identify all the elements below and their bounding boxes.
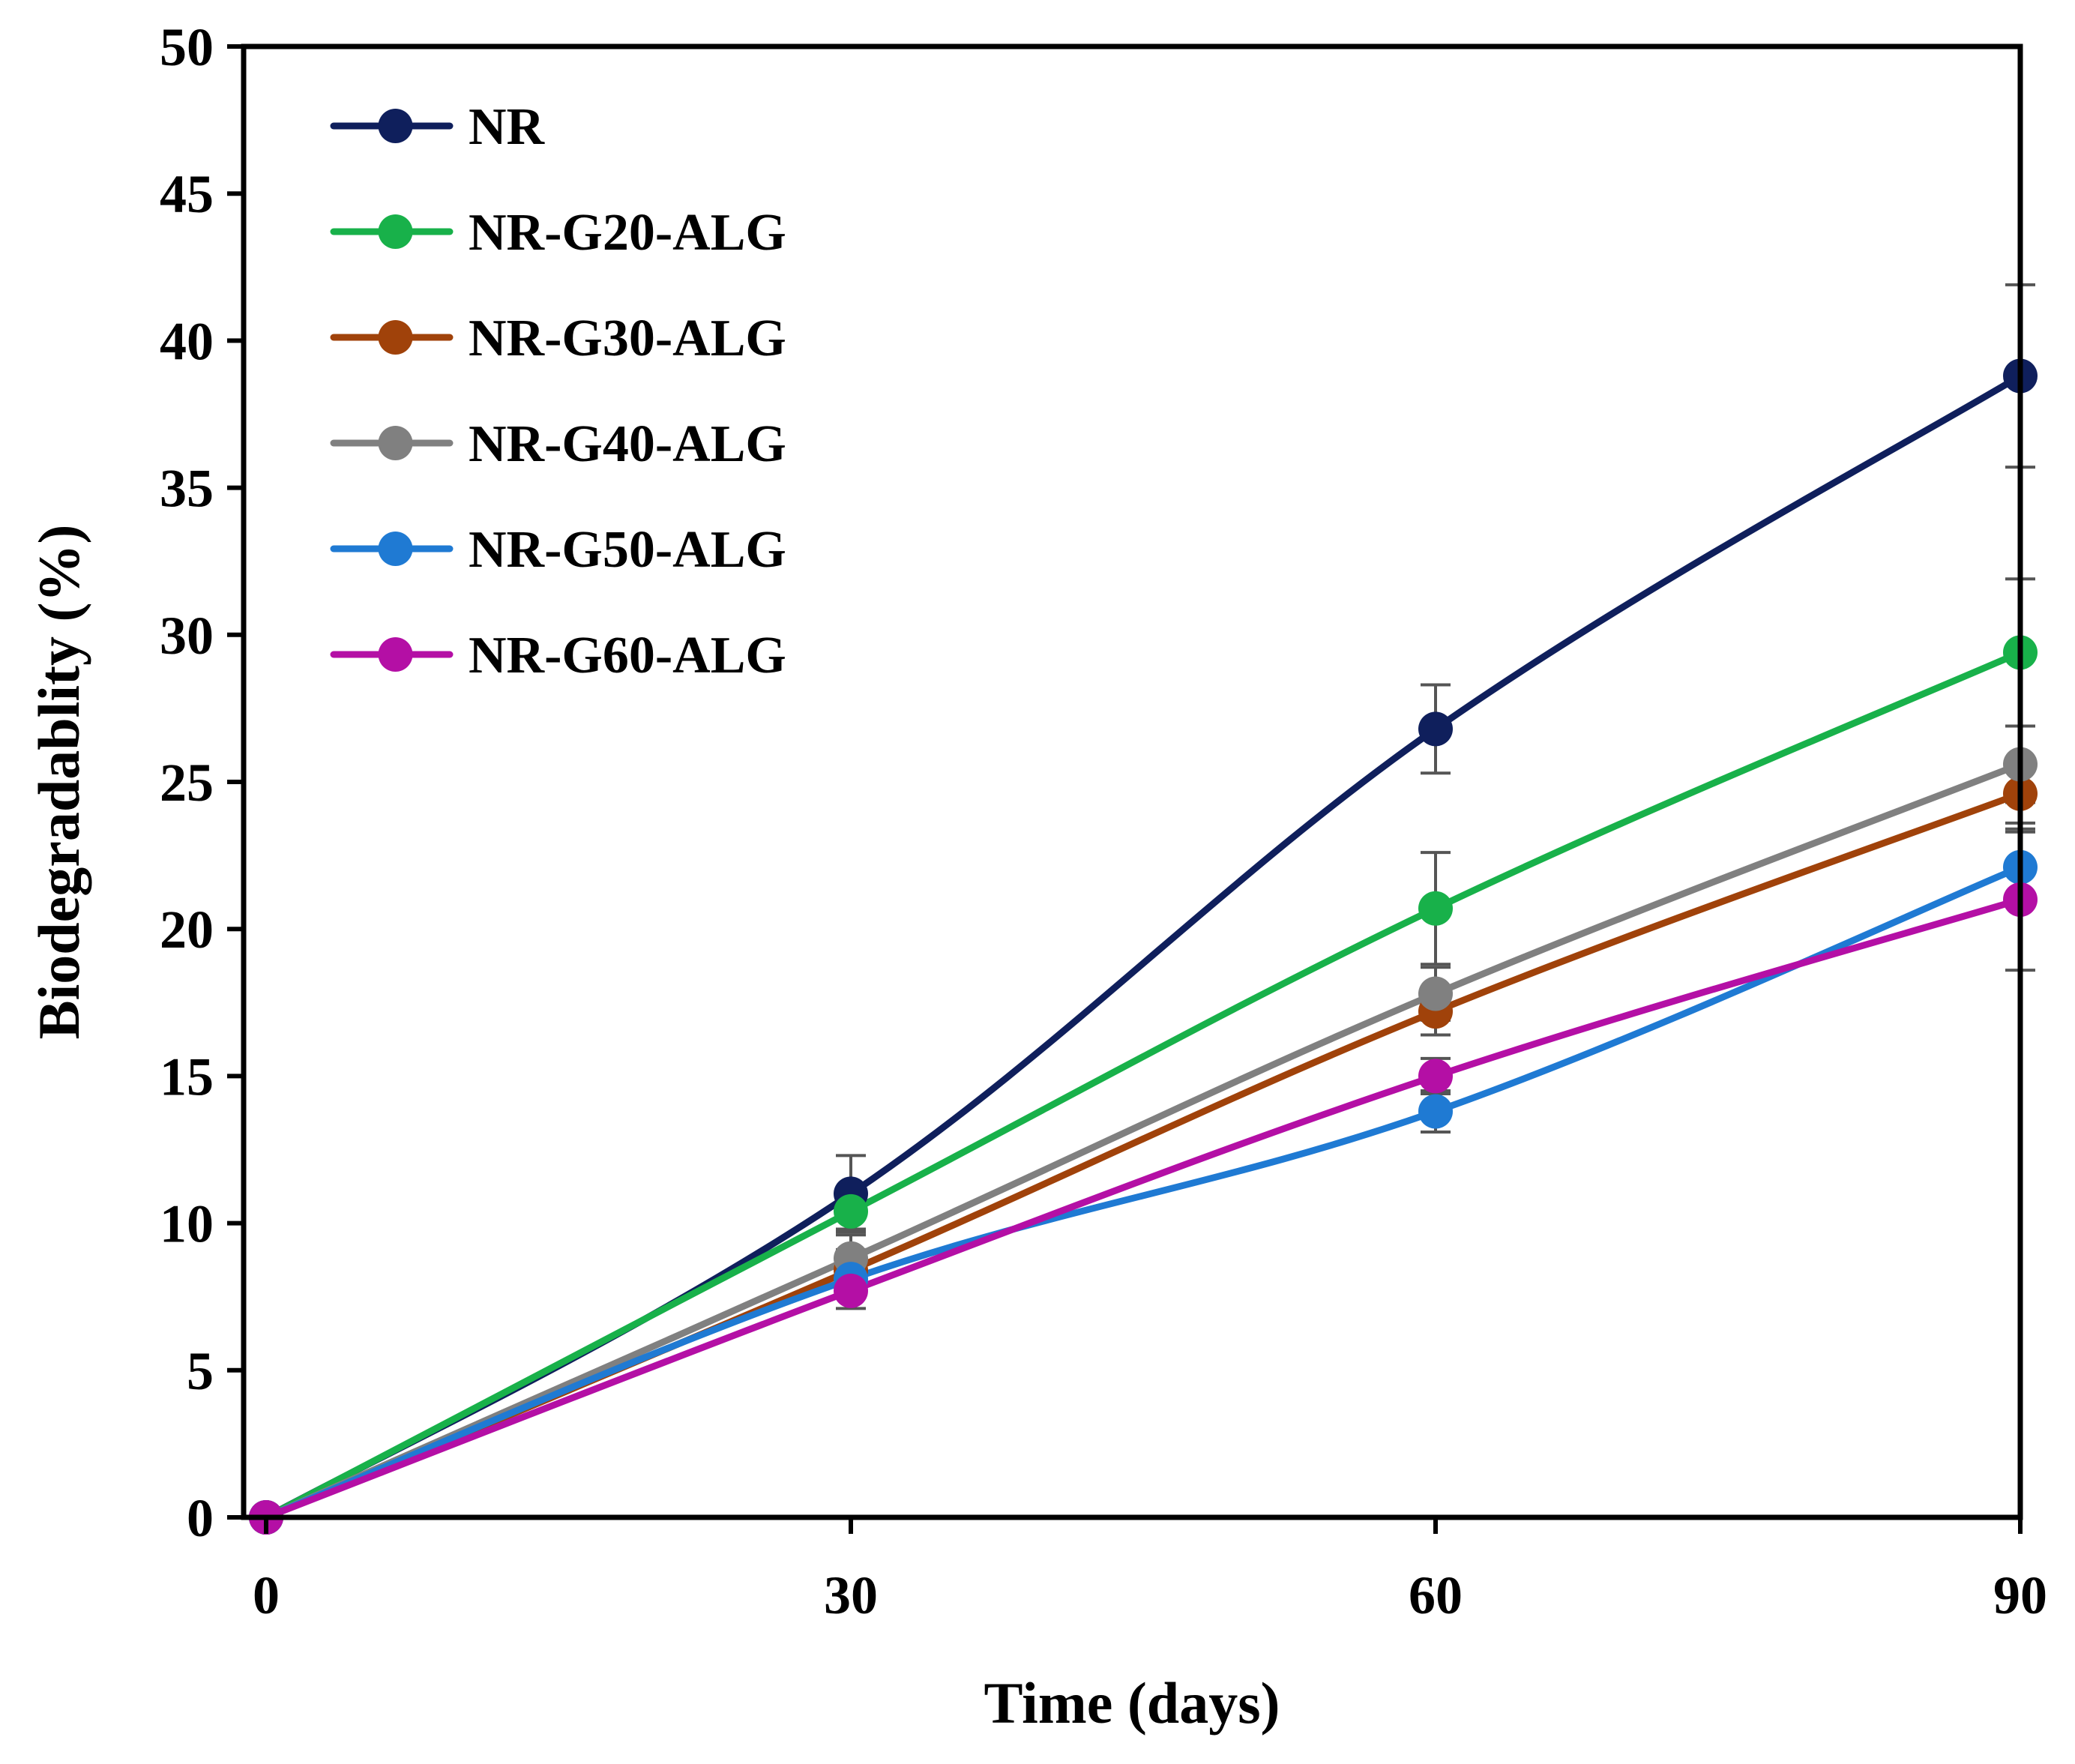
legend-marker-nr-g40-alg — [378, 426, 413, 460]
legend-marker-nr-g50-alg — [378, 532, 413, 566]
x-tick-label-90: 90 — [1993, 1565, 2047, 1625]
legend-label-nr: NR — [469, 98, 546, 156]
series-line-nr-g40-alg — [262, 760, 2024, 1521]
legend-label-nr-g40-alg: NR-G40-ALG — [469, 415, 786, 473]
legend-marker-nr — [378, 109, 413, 143]
legend-label-nr-g20-alg: NR-G20-ALG — [469, 204, 786, 262]
y-axis-title: Biodegradablity (%) — [26, 525, 91, 1040]
series-line-nr-g50-alg — [262, 864, 2024, 1521]
x-tick-label-0: 0 — [253, 1565, 280, 1625]
legend-label-nr-g50-alg: NR-G50-ALG — [469, 521, 786, 579]
y-tick-label-25: 25 — [160, 753, 214, 813]
x-axis-title: Time (days) — [984, 1670, 1280, 1736]
y-tick-label-15: 15 — [160, 1047, 214, 1107]
y-tick-label-10: 10 — [160, 1194, 214, 1254]
data-point-nr-g50-alg-60 — [1418, 1094, 1453, 1129]
legend-marker-nr-g20-alg — [378, 214, 413, 249]
y-tick-label-0: 0 — [187, 1488, 214, 1548]
x-tick-label-30: 30 — [824, 1565, 878, 1625]
series-line-nr-g20-alg — [262, 648, 2024, 1521]
data-point-nr-g20-alg-30 — [834, 1193, 868, 1229]
data-point-nr-60 — [1418, 711, 1453, 747]
legend-label-nr-g30-alg: NR-G30-ALG — [469, 310, 786, 367]
y-tick-label-20: 20 — [160, 900, 214, 960]
y-tick-label-5: 5 — [187, 1341, 214, 1401]
legend-label-nr-g60-alg: NR-G60-ALG — [469, 627, 786, 684]
y-tick-label-50: 50 — [160, 17, 214, 77]
series-line-nr-g60-alg — [262, 896, 2024, 1521]
data-point-nr-g60-alg-30 — [834, 1273, 868, 1308]
y-tick-label-30: 30 — [160, 606, 214, 666]
y-tick-label-35: 35 — [160, 459, 214, 519]
legend-marker-nr-g60-alg — [378, 637, 413, 672]
data-point-nr-g40-alg-60 — [1418, 976, 1453, 1011]
y-tick-label-45: 45 — [160, 164, 214, 224]
x-tick-label-60: 60 — [1409, 1565, 1463, 1625]
data-point-nr-g60-alg-60 — [1418, 1059, 1453, 1094]
legend-marker-nr-g30-alg — [378, 320, 413, 355]
data-point-nr-g20-alg-60 — [1418, 891, 1453, 926]
y-tick-label-40: 40 — [160, 311, 214, 371]
